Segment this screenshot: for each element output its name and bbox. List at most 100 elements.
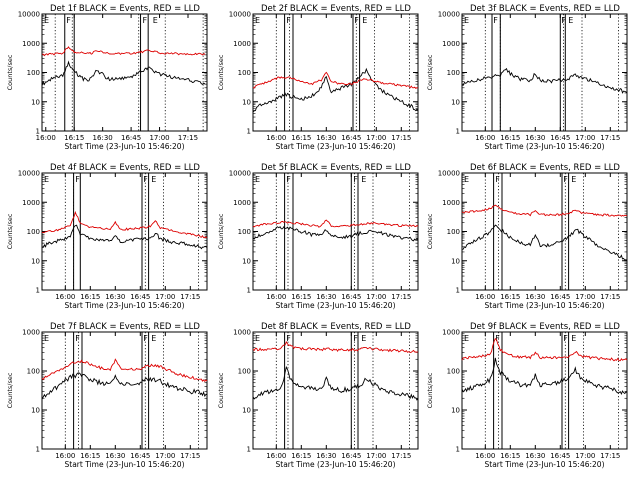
x-tick-label: 17:00 [155,293,175,301]
chart-title: Det 9f BLACK = Events, RED = LLD [470,322,620,332]
x-tick-label: 16:15 [500,293,520,301]
y-axis-label: Counts/sec [6,372,14,408]
series-lld-line [461,337,628,362]
y-tick-label: 10 [451,98,460,106]
x-axis-label: Start Time (23-Jun-10 15:46:20) [65,142,185,151]
series-events-line [252,225,419,242]
y-tick-label: 10000 [18,170,40,178]
chart-panel-4: Det 4f BLACK = Events, RED = LLD Counts/s… [6,163,208,310]
y-tick-label: 10 [242,98,251,106]
series-lld-line [252,341,419,353]
series-lld-line [41,210,208,239]
y-axis-label: Counts/sec [426,54,434,90]
x-tick-label: 17:15 [600,293,620,301]
x-tick-label: 17:00 [366,452,386,460]
series-events-line [41,60,206,87]
x-tick-label: 16:45 [341,293,361,301]
chart-panel-7: Det 7f BLACK = Events, RED = LLD Counts/s… [6,322,208,469]
x-tick-label: 16:45 [550,452,570,460]
x-tick-label: 17:00 [155,452,175,460]
y-tick-label: 10 [31,257,40,265]
y-tick-label: 100 [447,368,460,376]
y-tick-label: 1 [247,446,251,454]
series-lld-line [252,219,419,228]
y-tick-label: 10 [242,257,251,265]
marker-label: F [354,16,359,25]
x-tick-label: 16:45 [341,134,361,142]
plot-frame [41,13,208,132]
plot-frame [41,331,208,450]
x-tick-label: 16:15 [500,452,520,460]
x-tick-label: 16:00 [266,293,286,301]
y-tick-label: 1000 [22,40,40,48]
x-tick-label: 16:15 [80,293,100,301]
y-tick-label: 10000 [438,11,460,19]
y-tick-label: 100 [27,69,40,77]
x-tick-label: 16:45 [130,452,150,460]
marker-label: F [286,175,291,184]
y-tick-label: 1 [456,287,460,295]
plot-frame [252,331,419,450]
y-tick-label: 1 [247,128,251,136]
chart-title: Det 6f BLACK = Events, RED = LLD [470,163,620,173]
marker-label-edge: E [44,16,49,25]
plot-frame [461,13,628,132]
y-tick-label: 1000 [22,199,40,207]
x-tick-label: 16:30 [525,134,545,142]
y-tick-label: 1000 [22,329,40,337]
chart-panel-3: Det 3f BLACK = Events, RED = LLD Counts/s… [426,4,628,151]
marker-label: F [286,334,291,343]
x-tick-label: 17:00 [575,452,595,460]
x-axis-label: Start Time (23-Jun-10 15:46:20) [65,301,185,310]
x-tick-label: 16:00 [266,452,286,460]
x-tick-label: 16:15 [64,134,84,142]
y-tick-label: 100 [238,228,251,236]
plot-frame [41,172,208,291]
x-tick-label: 16:00 [475,452,495,460]
x-tick-label: 16:15 [291,293,311,301]
x-tick-label: 17:00 [575,134,595,142]
x-tick-label: 16:00 [36,134,56,142]
y-tick-label: 1000 [442,329,460,337]
y-tick-label: 1000 [442,199,460,207]
y-tick-label: 10000 [229,170,251,178]
series-lld-line [461,204,628,217]
x-tick-label: 17:15 [600,452,620,460]
x-tick-label: 17:00 [366,134,386,142]
marker-label: E [571,175,576,184]
y-tick-label: 10000 [18,11,40,19]
chart-title: Det 2f BLACK = Events, RED = LLD [261,4,411,14]
y-tick-label: 1000 [233,329,251,337]
x-tick-label: 17:15 [600,134,620,142]
marker-label: F [353,175,358,184]
marker-label: F [495,334,500,343]
y-axis-label: Counts/sec [426,372,434,408]
y-tick-label: 1 [36,287,40,295]
x-tick-label: 16:30 [525,293,545,301]
y-tick-label: 1000 [233,199,251,207]
series-lld-line [41,358,208,383]
x-tick-label: 16:00 [475,134,495,142]
x-tick-label: 16:30 [316,134,336,142]
marker-label: F [493,16,498,25]
x-axis-label: Start Time (23-Jun-10 15:46:20) [276,142,396,151]
x-tick-label: 17:15 [180,452,200,460]
marker-label-edge: E [464,175,469,184]
y-tick-label: 1000 [442,40,460,48]
y-tick-label: 1 [36,128,40,136]
series-events-line [41,224,208,250]
y-tick-label: 10 [31,98,40,106]
x-tick-label: 16:30 [316,293,336,301]
y-axis-label: Counts/sec [217,213,225,249]
x-axis-label: Start Time (23-Jun-10 15:46:20) [276,301,396,310]
marker-label-edge: E [255,334,260,343]
x-tick-label: 16:00 [475,293,495,301]
marker-label: E [153,16,158,25]
marker-label-edge: E [255,16,260,25]
marker-label: F [286,16,291,25]
x-tick-label: 16:15 [291,134,311,142]
plot-frame [252,13,419,132]
x-tick-label: 17:15 [180,293,200,301]
x-tick-label: 17:15 [391,452,411,460]
marker-label-edge: E [255,175,260,184]
